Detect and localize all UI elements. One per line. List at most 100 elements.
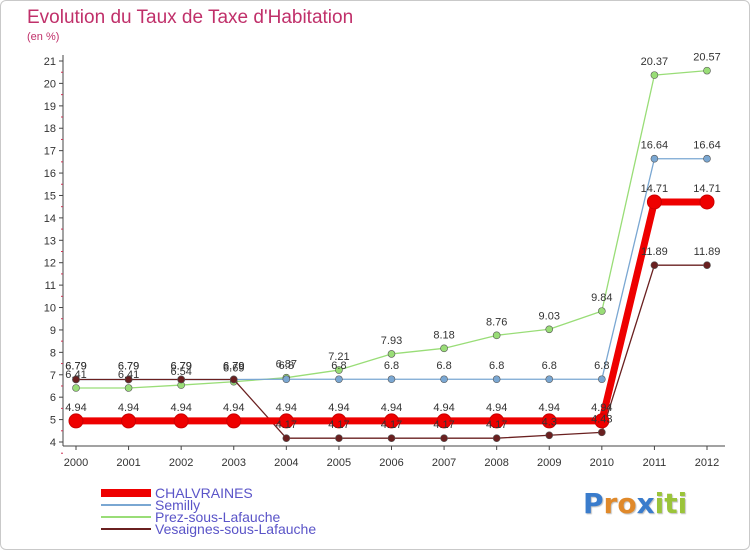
data-point [124, 384, 133, 392]
data-point [282, 434, 291, 442]
data-label: 4.43 [591, 413, 612, 425]
data-label: 9.84 [591, 292, 612, 304]
data-label: 7.93 [381, 335, 402, 347]
y-tick-label: 17 [44, 146, 56, 158]
y-axis-unit-label: (en %) [27, 31, 60, 43]
data-point [646, 194, 662, 210]
legend-label: Vesaignes-sous-Lafauche [155, 521, 317, 537]
data-point [173, 413, 189, 429]
data-point [278, 413, 294, 429]
legend-swatch [101, 528, 151, 530]
legend-label: Prez-sous-Lafauche [155, 509, 281, 525]
x-tick-label: 2004 [274, 457, 298, 469]
logo-letter: t [664, 487, 678, 520]
data-label: 6.41 [118, 369, 139, 381]
data-label: 4.94 [433, 402, 454, 414]
data-label: 6.79 [118, 360, 139, 372]
data-point [489, 413, 505, 429]
data-label: 6.87 [276, 359, 297, 371]
data-point [335, 375, 343, 384]
y-tick-label: 16 [44, 168, 56, 180]
data-point [699, 194, 715, 210]
data-point [492, 375, 501, 384]
y-tick-label: 6 [50, 392, 56, 404]
x-tick-label: 2001 [116, 457, 140, 469]
data-label: 9.03 [539, 310, 560, 322]
y-tick-label: 12 [44, 258, 56, 270]
data-point [387, 434, 396, 442]
y-tick-label: 4 [50, 437, 56, 449]
data-label: 4.94 [381, 402, 402, 414]
logo-letter: P [583, 487, 604, 520]
logo-letter: o [617, 487, 637, 520]
data-point [72, 375, 80, 384]
data-label: 4.94 [539, 402, 560, 414]
data-label: 6.79 [65, 360, 86, 372]
x-tick-label: 2010 [590, 457, 614, 469]
data-label: 4.94 [486, 402, 507, 414]
data-label: 20.57 [693, 52, 721, 64]
data-label: 8.18 [433, 329, 454, 341]
data-label: 7.21 [328, 351, 349, 363]
data-point [492, 331, 501, 340]
legend-swatch [101, 489, 151, 497]
data-point [436, 413, 452, 429]
data-point [124, 375, 133, 384]
data-label: 4.17 [328, 419, 349, 431]
data-label: 4.94 [328, 402, 349, 414]
logo-letter: i [677, 487, 688, 520]
data-point [440, 375, 448, 384]
data-point [703, 66, 711, 75]
data-label: 8.76 [486, 316, 507, 328]
data-point [335, 366, 343, 374]
x-tick-label: 2008 [484, 457, 508, 469]
x-tick-label: 2009 [537, 457, 561, 469]
data-label: 11.89 [641, 246, 668, 258]
data-point [594, 413, 610, 429]
data-point [335, 434, 343, 442]
data-point [282, 375, 291, 384]
data-label: 6.79 [223, 360, 244, 372]
data-label: 14.71 [693, 183, 721, 195]
data-point [703, 154, 711, 163]
y-tick-label: 13 [44, 235, 56, 247]
data-label: 6.8 [279, 360, 294, 372]
legend-label: CHALVRAINES [155, 485, 253, 501]
data-label: 6.79 [65, 360, 86, 372]
data-label: 6.8 [384, 360, 399, 372]
data-label: 4.94 [591, 402, 612, 414]
data-label: 4.94 [118, 402, 139, 414]
y-tick-label: 15 [44, 190, 56, 202]
data-label: 14.71 [641, 183, 669, 195]
data-label: 4.94 [276, 402, 297, 414]
logo-letter: r [603, 487, 618, 520]
data-label: 4.94 [223, 402, 244, 414]
chart-title: Evolution du Taux de Taxe d'Habitation [27, 7, 354, 28]
data-point [387, 375, 396, 384]
x-tick-label: 2011 [643, 457, 667, 469]
data-label: 16.64 [693, 140, 721, 152]
legend-swatch [101, 516, 151, 518]
data-label: 6.41 [65, 369, 86, 381]
data-label: 4.3 [542, 416, 557, 428]
data-point [177, 375, 185, 384]
y-tick-label: 21 [44, 56, 56, 68]
y-tick-label: 9 [50, 325, 56, 337]
data-point [331, 413, 347, 429]
data-label: 4.17 [276, 419, 297, 431]
y-tick-label: 7 [50, 370, 56, 382]
logo-letter: i [654, 487, 665, 520]
data-label: 6.8 [331, 360, 346, 372]
y-tick-label: 18 [44, 123, 56, 135]
x-tick-label: 2000 [64, 457, 88, 469]
data-point [226, 413, 242, 429]
series-line-0 [76, 198, 707, 425]
y-tick-label: 8 [50, 347, 56, 359]
y-tick-label: 14 [44, 213, 56, 225]
data-point [440, 434, 448, 442]
y-tick-label: 5 [50, 415, 56, 427]
data-point [121, 413, 137, 429]
legend-swatch [101, 504, 151, 506]
data-point [440, 344, 448, 353]
